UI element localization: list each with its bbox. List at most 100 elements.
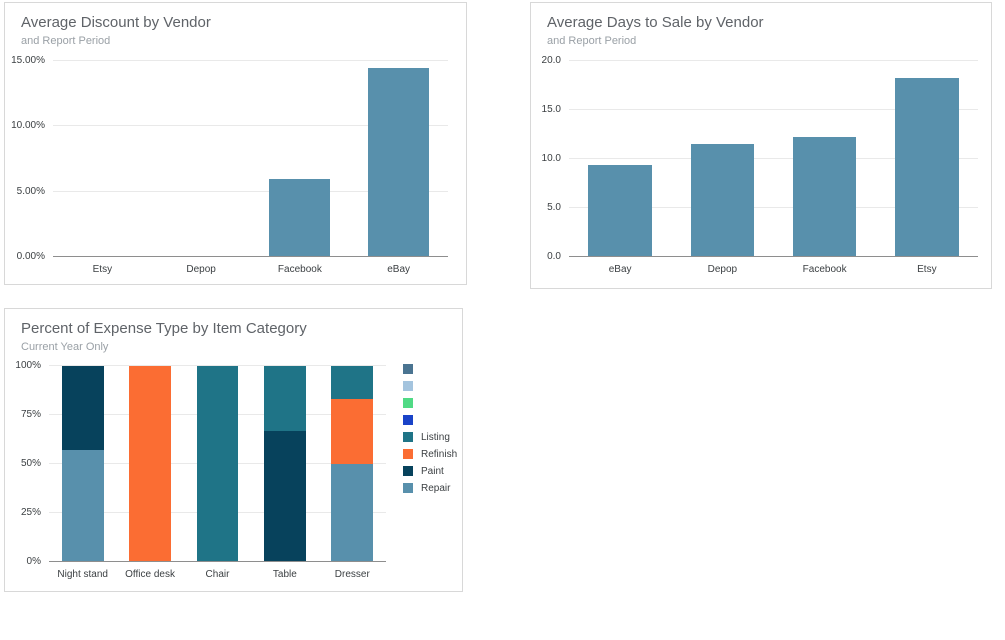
y-tick-label: 50% [20,458,41,469]
legend-swatch [403,466,413,476]
y-tick-label: 20.0 [541,55,561,66]
category-slot: Facebook [251,61,350,275]
y-tick-label: 5.0 [547,202,561,213]
plot-area: 0.00% 5.00% 10.00% 15.00% Etsy Depop Facebook e… [11,55,448,275]
legend-swatch [403,381,413,391]
plot-area: 0% 25% 50% 75% 100% Night stand Office desk Cha… [15,360,386,580]
y-tick-label: 0.00% [16,251,45,262]
chart-subtitle: and Report Period [547,35,637,47]
legend-label: Refinish [421,448,458,460]
chart-header: Average Discount by Vendor and Report Pe… [21,13,454,47]
legend-swatch [403,449,413,459]
bar-segment-repair[interactable] [331,464,374,562]
bar-segment-listing[interactable] [196,366,239,562]
bar-segment-refinish[interactable] [129,366,171,562]
gridline [569,158,978,159]
y-tick-label: 75% [20,409,41,420]
legend-swatch [403,483,413,493]
legend-item[interactable] [403,364,458,374]
chart-title: Average Days to Sale by Vendor [547,14,764,31]
category-slot: Etsy [876,61,978,275]
x-tick-label: Etsy [917,264,937,275]
bar-segment-repair[interactable] [61,450,104,562]
x-tick-label: Night stand [57,569,108,580]
bar-segment-ebay[interactable] [588,164,652,257]
legend-item[interactable] [403,415,458,425]
category-slot: Office desk [116,366,183,580]
legend-item-refinish[interactable]: Refinish [403,448,458,460]
bar-segment-facebook[interactable] [792,137,857,257]
x-tick-label: Chair [205,569,230,580]
bar-segment-paint[interactable] [61,366,104,451]
bar-segment-ebay[interactable] [368,67,430,257]
category-slot: Facebook [774,61,876,275]
legend-swatch [403,364,413,374]
chart-card-average-days-to-sale[interactable]: Average Days to Sale by Vendor and Repor… [530,2,992,289]
chart-card-expense-type-percent[interactable]: Percent of Expense Type by Item Category… [4,308,463,592]
y-tick-label: 100% [15,360,41,371]
category-slot: Table [251,366,318,580]
chart-title: Percent of Expense Type by Item Category [21,320,307,337]
x-tick-label: Depop [707,264,738,275]
y-tick-label: 25% [20,507,41,518]
legend-swatch [403,432,413,442]
bar-segment-listing[interactable] [331,366,374,399]
category-slot: Depop [671,61,773,275]
y-tick-label: 10.0 [541,153,561,164]
category-slot: Dresser [319,366,386,580]
y-tick-label: 0.0 [547,251,561,262]
legend-label: Paint [421,465,444,477]
category-slot: Night stand [49,366,116,580]
x-tick-label: Facebook [277,264,322,275]
chart-header: Percent of Expense Type by Item Category… [21,319,450,353]
chart-subtitle: and Report Period [21,35,111,47]
chart-title: Average Discount by Vendor [21,14,211,31]
legend-item-repair[interactable]: Repair [403,482,458,494]
x-tick-label: eBay [387,264,411,275]
bar-segment-etsy[interactable] [895,77,959,257]
x-tick-label: Depop [186,264,216,275]
gridline [569,109,978,110]
y-tick-label: 10.00% [11,120,45,132]
chart-header: Average Days to Sale by Vendor and Repor… [547,13,979,47]
legend-item[interactable] [403,398,458,408]
legend-swatch [403,398,413,408]
x-tick-label: Facebook [802,264,847,275]
bar-segment-refinish[interactable] [331,398,374,464]
bar-segment-facebook[interactable] [269,178,331,257]
category-slot: Chair [184,366,251,580]
legend-item-paint[interactable]: Paint [403,465,458,477]
category-slot: eBay [349,61,448,275]
gridline [569,60,978,61]
bar-segment-depop[interactable] [690,144,755,257]
y-tick-label: 15.00% [11,55,45,66]
legend-label: Repair [421,482,451,494]
category-slot: Depop [152,61,251,275]
legend-label: Listing [421,431,450,443]
chart-card-average-discount[interactable]: Average Discount by Vendor and Report Pe… [4,2,467,285]
y-tick-label: 0% [26,556,41,567]
x-tick-label: Office desk [125,569,175,580]
x-axis-line [49,561,386,562]
y-tick-label: 5.00% [16,185,45,197]
gridline [49,365,386,366]
legend-item-listing[interactable]: Listing [403,431,458,443]
x-tick-label: Etsy [92,264,113,275]
gridline [569,207,978,208]
x-tick-label: Dresser [334,569,370,580]
category-slot: Etsy [53,61,152,275]
y-tick-label: 15.0 [541,104,561,115]
gridline [53,190,448,192]
x-axis-line [53,256,448,257]
legend-swatch [403,415,413,425]
gridline [53,60,448,61]
chart-subtitle: Current Year Only [21,341,109,353]
bar-segment-listing[interactable] [263,366,306,432]
x-axis-line [569,256,978,257]
bar-segment-paint[interactable] [263,431,306,562]
x-tick-label: Table [272,569,297,580]
legend-item[interactable] [403,381,458,391]
x-tick-label: eBay [608,264,632,275]
category-slot: eBay [569,61,671,275]
